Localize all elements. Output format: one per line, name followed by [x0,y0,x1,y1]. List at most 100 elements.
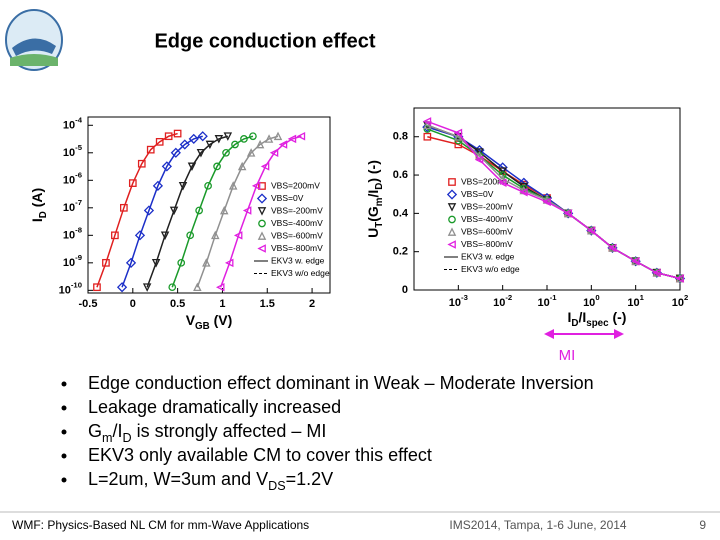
mi-arrow [544,329,624,339]
x-tick-label: 0.5 [170,298,185,310]
marker [128,179,137,187]
marker [219,205,229,215]
text-part: (V) [210,312,233,328]
marker [161,161,172,172]
text-part: DS [268,479,286,493]
marker [242,206,252,215]
marker [519,182,529,192]
marker [223,132,233,141]
text-part: D [571,318,578,329]
marker [447,227,457,236]
marker [222,148,230,157]
y-tick-label: 10-9 [63,253,82,269]
text-part: m [102,431,113,445]
legend-label: VBS=-200mV [271,205,323,215]
text-part: ) (-) [365,160,381,183]
marker [205,140,215,150]
x-axis-label: ID/Ispec (-) [568,309,627,329]
marker [146,145,155,154]
bullet-dot [61,405,67,411]
bullet-text: Leakage dramatically increased [88,397,341,417]
marker [246,148,256,157]
marker [258,219,266,228]
y-tick-label: 10-8 [63,225,83,241]
marker [169,206,179,216]
legend-label: VBS=0V [461,189,494,199]
y-tick-label: 10-10 [59,280,82,296]
marker [475,148,484,157]
marker [170,147,181,158]
marker [448,215,456,224]
y-tick-label: 10-4 [63,115,83,131]
x-tick-label: 0 [130,298,136,310]
marker [563,209,573,218]
text-part: D [374,183,385,190]
slide-title: Edge conduction effect [154,30,375,52]
model-line [96,132,178,288]
marker [498,178,507,187]
marker [249,132,257,141]
marker [278,140,288,149]
marker [111,231,119,240]
page-number: 9 [699,518,706,532]
x-tick-label: 2 [309,298,315,310]
y-tick-label: 10-6 [63,170,82,186]
model-line [121,135,203,288]
text-part: GB [195,321,210,332]
bullet-dot [61,453,67,459]
text-part: I [29,218,45,222]
x-tick-label: 101 [627,293,644,309]
marker [160,231,170,240]
text-part: D [38,211,49,218]
text-part: U [365,228,381,238]
bullet-text: Edge conduction effect dominant in Weak … [88,373,594,393]
logo [5,9,63,71]
text-part: /I [578,309,586,325]
marker [196,148,206,158]
text-part: /I [365,190,381,198]
text-part: G [88,421,102,441]
marker [237,161,247,171]
y-tick-label: 0.8 [393,131,408,143]
marker [120,203,128,212]
x-tick-label: 1.5 [260,298,275,310]
bullet-text: EKV3 only available CM to cover this eff… [88,445,432,465]
annotation: MI [559,347,576,364]
marker [188,133,199,145]
marker [228,181,238,190]
marker [179,139,190,150]
marker [168,283,177,292]
marker [251,181,261,191]
legend-label: VBS=200mV [461,176,510,186]
marker [542,197,551,207]
text-part: (-) [609,309,627,325]
marker [269,148,279,158]
marker [177,258,186,267]
marker [586,226,596,235]
text-part: D [123,431,132,445]
x-tick-label: 1 [219,298,225,310]
marker [116,282,128,293]
legend-label: VBS=-800mV [461,239,513,249]
marker [652,268,661,278]
marker [447,240,456,249]
marker [257,231,267,240]
x-tick-label: 10-3 [449,293,468,309]
marker [214,135,224,144]
bullet-dot [61,381,67,387]
legend-label: VBS=0V [271,193,304,203]
text-part: =1.2V [286,469,334,489]
marker [151,258,161,268]
marker [186,231,195,240]
x-tick-label: 102 [672,293,689,309]
marker [231,140,239,149]
marker [258,182,266,190]
marker [287,134,297,144]
marker [197,131,208,142]
marker [255,139,265,149]
marker [193,282,202,292]
marker [563,208,573,218]
legend-label: VBS=-400mV [271,218,323,228]
marker [454,132,463,141]
